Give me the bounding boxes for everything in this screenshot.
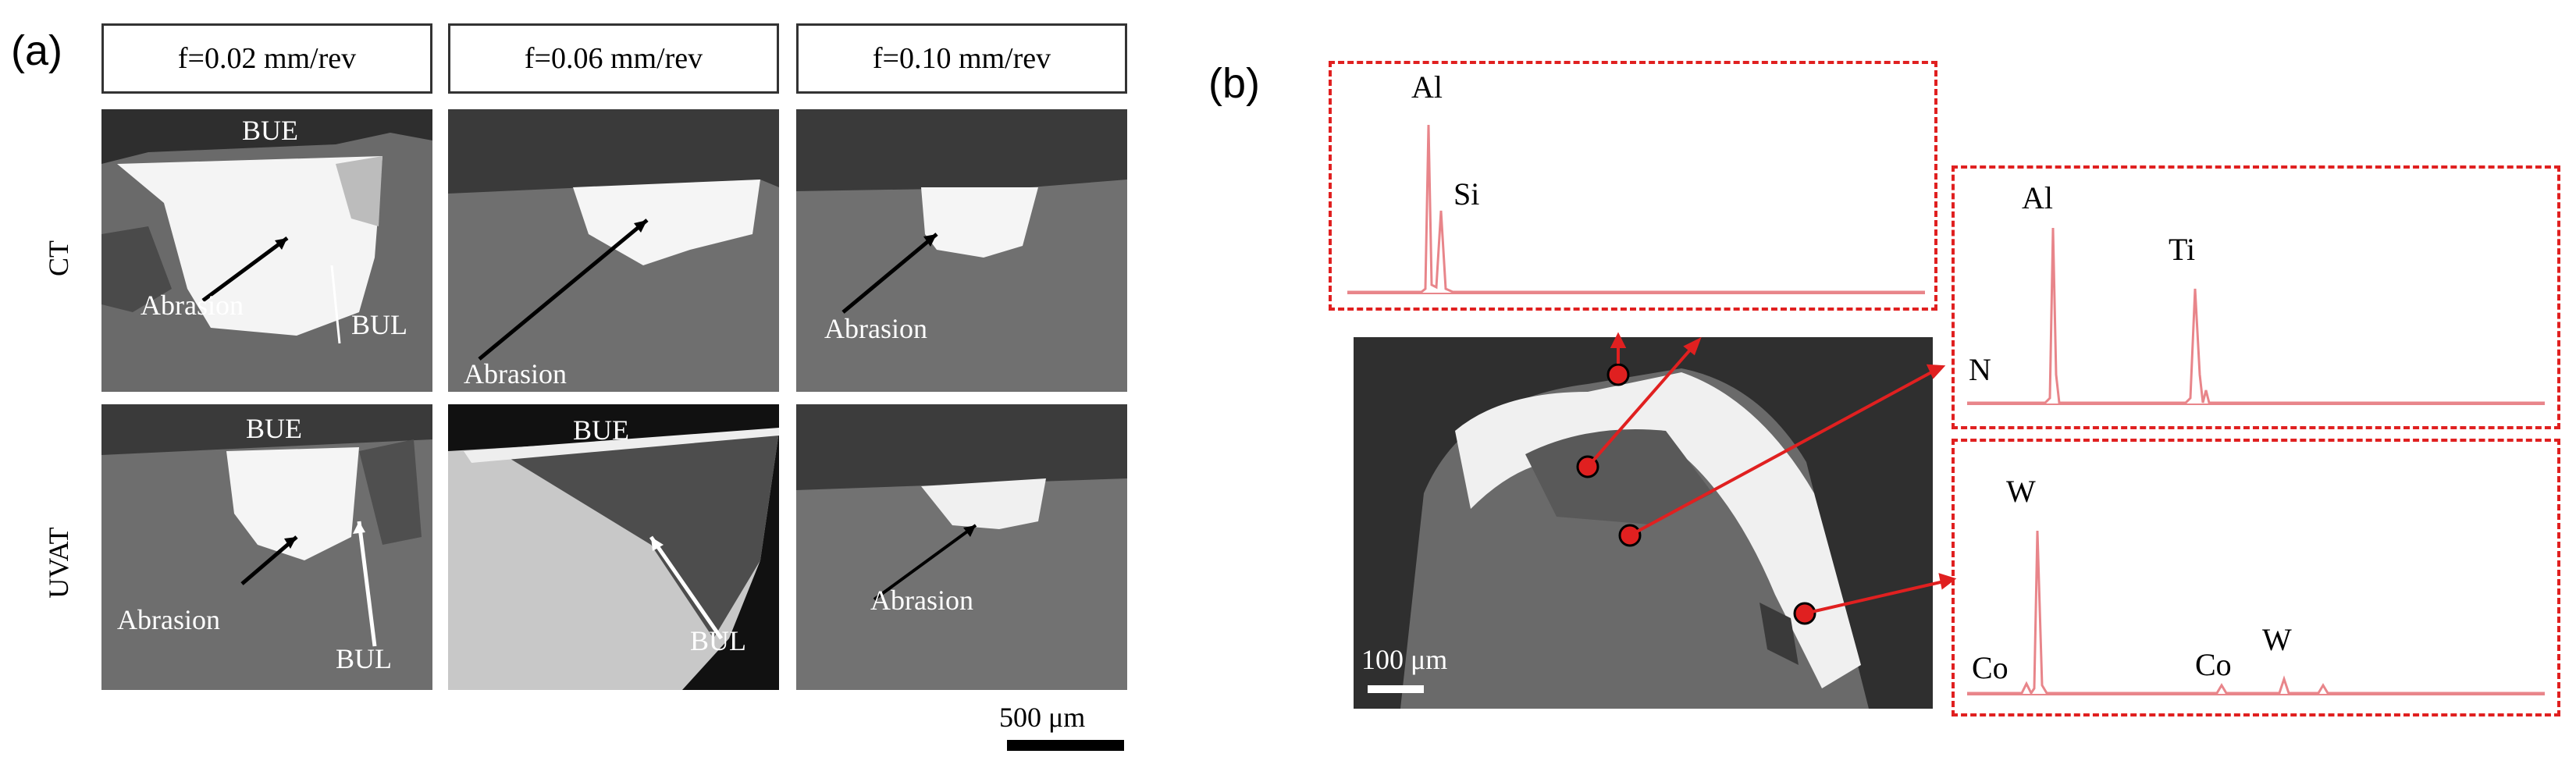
peak-label-w-1: W xyxy=(2006,474,2036,509)
abrasion-label: Abrasion xyxy=(141,290,244,321)
spectrum-box-bottom xyxy=(1952,439,2560,716)
scale-bar-b xyxy=(1368,685,1424,693)
panel-b-letter: (b) xyxy=(1208,60,1260,107)
bue-label: BUE xyxy=(573,414,629,446)
column-header-f010: f=0.10 mm/rev xyxy=(796,23,1127,94)
scale-bar-label-b: 100 μm xyxy=(1361,644,1448,675)
bul-label: BUL xyxy=(336,643,392,674)
sem-image-tool-tip: 100 μm xyxy=(1354,337,1933,709)
spectrum-box-top xyxy=(1329,61,1937,311)
sem-image-uvat-f002: BUE Abrasion BUL xyxy=(101,404,432,690)
bue-label: BUE xyxy=(246,413,302,444)
sem-image-ct-f006: Abrasion xyxy=(448,109,779,392)
abrasion-label: Abrasion xyxy=(824,313,927,344)
scale-bar-a xyxy=(1007,740,1124,751)
panel-a-letter: (a) xyxy=(11,27,62,74)
eds-spectrum-top xyxy=(1347,117,1925,304)
sem-image-ct-f010: Abrasion xyxy=(796,109,1127,392)
row-label-ct: CT xyxy=(43,240,74,277)
bul-label: BUL xyxy=(690,625,746,656)
eds-spectrum-bottom xyxy=(1967,507,2545,702)
sem-image-uvat-f006: BUE BUL xyxy=(448,404,779,690)
sem-image-uvat-f010: Abrasion xyxy=(796,404,1127,690)
column-header-f002: f=0.02 mm/rev xyxy=(101,23,432,94)
peak-label-al: Al xyxy=(1411,69,1443,105)
sem-image-ct-f002: BUE Abrasion BUL xyxy=(101,109,432,392)
bul-label: BUL xyxy=(351,309,407,340)
peak-label-co-1: Co xyxy=(1972,650,2008,685)
peak-label-ti: Ti xyxy=(2169,232,2196,267)
bue-label: BUE xyxy=(242,115,298,146)
peak-label-al: Al xyxy=(2022,180,2053,215)
peak-label-co-2: Co xyxy=(2195,647,2232,682)
peak-label-n: N xyxy=(1969,352,1991,387)
scale-bar-label-a: 500 μm xyxy=(999,702,1086,733)
column-header-f006: f=0.06 mm/rev xyxy=(448,23,779,94)
peak-label-w-2: W xyxy=(2262,622,2292,657)
eds-spectrum-middle xyxy=(1967,219,2545,414)
row-label-uvat: UVAT xyxy=(43,527,74,599)
abrasion-label: Abrasion xyxy=(870,585,973,616)
peak-label-si: Si xyxy=(1453,176,1480,212)
abrasion-label: Abrasion xyxy=(464,358,567,389)
spectrum-box-middle xyxy=(1952,165,2560,429)
abrasion-label: Abrasion xyxy=(117,604,220,635)
